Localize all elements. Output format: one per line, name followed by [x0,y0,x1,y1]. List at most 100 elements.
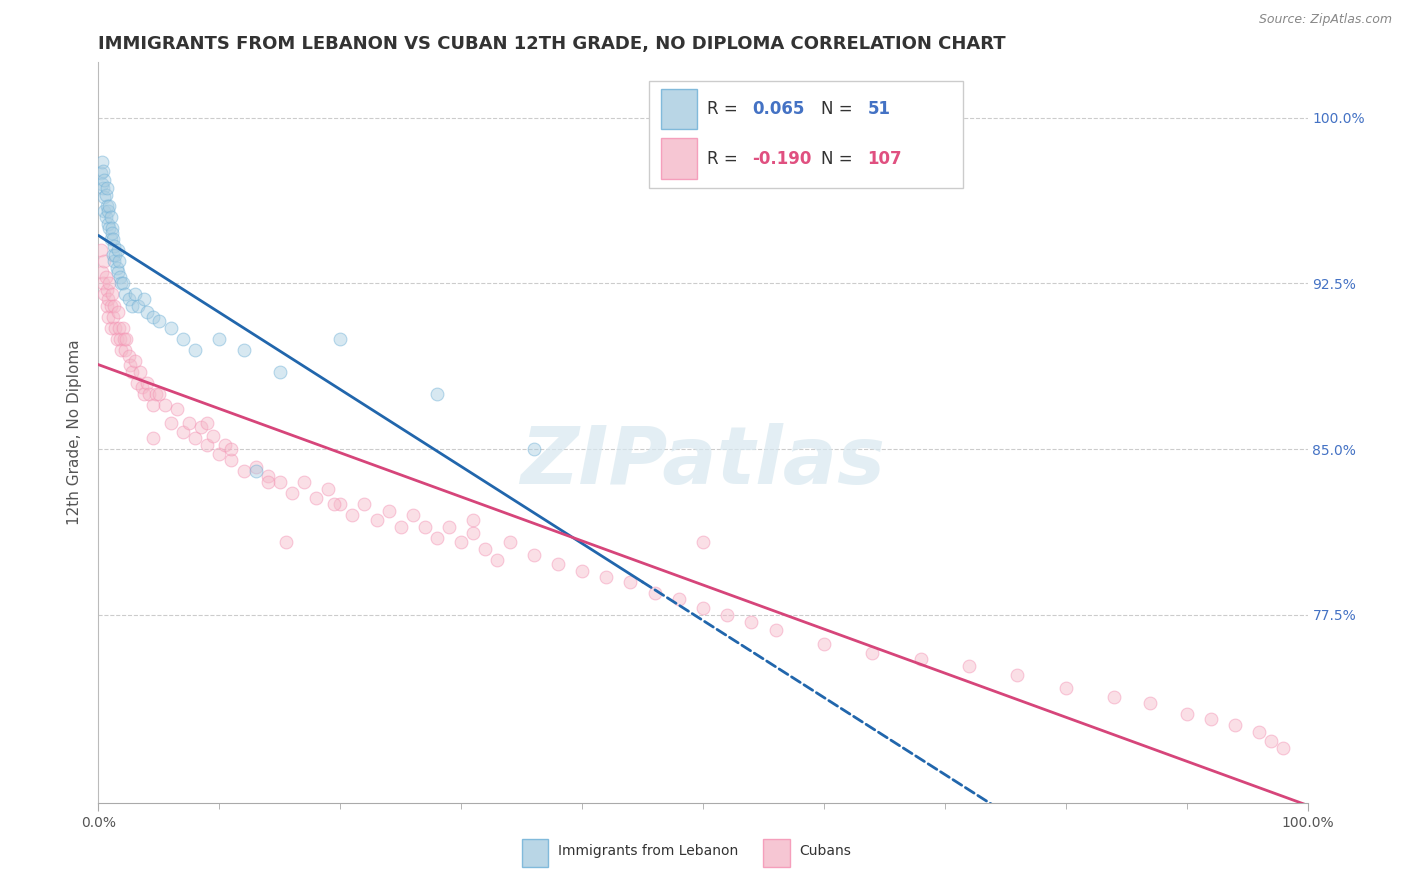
FancyBboxPatch shape [648,81,963,188]
Point [184,431,207,445]
Point [127,376,149,390]
Point [1054,681,1077,695]
Point [860,646,883,660]
Point [121,365,143,379]
Point [115,332,138,346]
Point [103,299,125,313]
Point [101,248,124,262]
Point [184,343,207,357]
Point [105,332,128,346]
Point [1175,707,1198,722]
Point [426,387,449,401]
Point [1199,712,1222,726]
Point [135,305,157,319]
Point [107,305,129,319]
Point [94,269,117,284]
Point [110,343,132,357]
Point [131,380,153,394]
Point [91,277,114,291]
Point [402,508,425,523]
Point [1102,690,1125,704]
Point [114,287,136,301]
Point [118,358,141,372]
Point [108,332,131,346]
Point [1007,667,1029,681]
Point [101,232,124,246]
Point [208,332,231,346]
Point [93,287,115,301]
Point [463,513,485,527]
Point [256,475,278,490]
Point [269,365,291,379]
Point [96,199,118,213]
Point [245,459,267,474]
Point [323,498,346,512]
Point [100,287,122,301]
Point [644,586,666,600]
FancyBboxPatch shape [661,88,697,129]
Point [124,287,146,301]
Text: N =: N = [821,100,859,118]
Point [1249,725,1271,739]
Point [1223,718,1246,732]
Point [166,402,188,417]
Point [145,387,167,401]
Point [104,248,127,262]
Point [571,564,593,578]
Point [96,283,118,297]
Point [142,398,165,412]
Point [118,350,141,364]
Point [1260,734,1282,748]
Point [110,277,132,291]
Point [160,416,183,430]
Point [108,269,131,284]
Point [765,624,787,638]
Point [100,232,122,246]
Text: N =: N = [821,150,859,168]
Point [245,464,267,478]
Point [910,652,932,666]
Point [91,265,114,279]
Point [91,163,114,178]
Text: -0.190: -0.190 [752,150,811,168]
Text: R =: R = [707,150,742,168]
Point [957,658,980,673]
Point [437,519,460,533]
Point [94,210,117,224]
Point [142,310,165,324]
Point [160,320,183,334]
Point [98,221,121,235]
Point [208,447,231,461]
Point [214,438,236,452]
Point [498,535,520,549]
Text: Source: ZipAtlas.com: Source: ZipAtlas.com [1258,13,1392,27]
Point [114,343,136,357]
FancyBboxPatch shape [763,839,790,867]
Point [523,442,546,457]
Text: Immigrants from Lebanon: Immigrants from Lebanon [558,844,738,858]
Point [93,190,115,204]
Point [108,254,131,268]
Point [172,425,194,439]
Point [305,491,328,505]
Point [135,376,157,390]
Point [90,244,112,258]
Point [118,292,141,306]
Point [97,203,120,218]
Point [413,519,436,533]
Point [463,526,485,541]
Point [90,166,112,180]
Point [619,574,641,589]
Point [292,475,315,490]
Point [94,188,117,202]
Point [100,221,122,235]
Point [96,299,118,313]
Point [486,552,509,566]
Point [366,513,388,527]
Y-axis label: 12th Grade, No Diploma: 12th Grade, No Diploma [67,340,83,525]
Point [104,320,127,334]
Point [100,226,122,240]
Point [127,299,149,313]
Point [105,260,128,275]
Point [111,277,134,291]
